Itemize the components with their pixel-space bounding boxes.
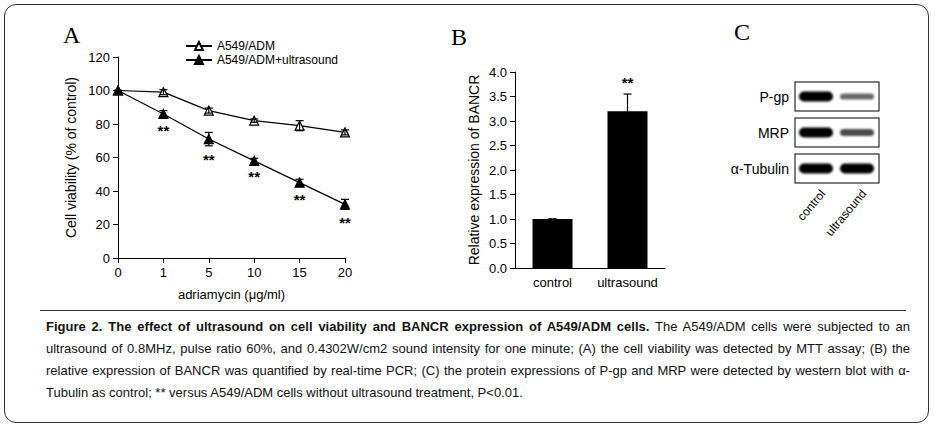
svg-text:4.0: 4.0 — [489, 65, 507, 80]
svg-text:ultrasound: ultrasound — [597, 275, 658, 290]
svg-text:MRP: MRP — [758, 125, 789, 141]
svg-text:0: 0 — [114, 265, 121, 280]
svg-text:120: 120 — [88, 50, 110, 65]
svg-text:15: 15 — [292, 265, 306, 280]
svg-text:10: 10 — [247, 265, 261, 280]
svg-text:1.0: 1.0 — [489, 212, 507, 227]
svg-text:ultrasound: ultrasound — [823, 187, 870, 239]
svg-text:B: B — [451, 24, 467, 50]
svg-text:control: control — [794, 187, 828, 224]
svg-text:adriamycin (μg/ml): adriamycin (μg/ml) — [178, 287, 285, 302]
svg-text:3.0: 3.0 — [489, 114, 507, 129]
svg-text:1: 1 — [160, 265, 167, 280]
svg-text:**: ** — [339, 214, 351, 231]
svg-text:α-Tubulin: α-Tubulin — [731, 161, 789, 177]
svg-text:Relative expression of BANCR: Relative expression of BANCR — [466, 75, 482, 266]
svg-text:**: ** — [622, 74, 634, 91]
svg-text:2.5: 2.5 — [489, 138, 507, 153]
svg-text:control: control — [533, 275, 572, 290]
svg-text:40: 40 — [96, 184, 110, 199]
svg-text:0.0: 0.0 — [489, 261, 507, 276]
svg-text:60: 60 — [96, 150, 110, 165]
svg-text:80: 80 — [96, 117, 110, 132]
svg-text:0.5: 0.5 — [489, 236, 507, 251]
svg-text:0: 0 — [103, 251, 110, 266]
svg-text:3.5: 3.5 — [489, 89, 507, 104]
svg-text:A549/ADM+ultrasound: A549/ADM+ultrasound — [217, 53, 338, 67]
svg-text:**: ** — [158, 122, 170, 139]
svg-text:C: C — [734, 19, 750, 45]
svg-text:20: 20 — [338, 265, 352, 280]
svg-text:2.0: 2.0 — [489, 163, 507, 178]
svg-text:Cell viability (% of control): Cell viability (% of control) — [63, 77, 79, 238]
svg-text:**: ** — [294, 191, 306, 208]
svg-text:20: 20 — [96, 217, 110, 232]
svg-text:1.5: 1.5 — [489, 187, 507, 202]
svg-text:**: ** — [203, 151, 215, 168]
html-text:Figure 2. The effect of ultras: Figure 2. The effect of ultrasound on ce… — [46, 319, 910, 400]
svg-text:5: 5 — [205, 265, 212, 280]
svg-text:A549/ADM: A549/ADM — [217, 39, 275, 53]
svg-text:100: 100 — [88, 83, 110, 98]
svg-text:A: A — [63, 22, 81, 48]
svg-text:P-gp: P-gp — [759, 89, 789, 105]
svg-text:**: ** — [248, 168, 260, 185]
